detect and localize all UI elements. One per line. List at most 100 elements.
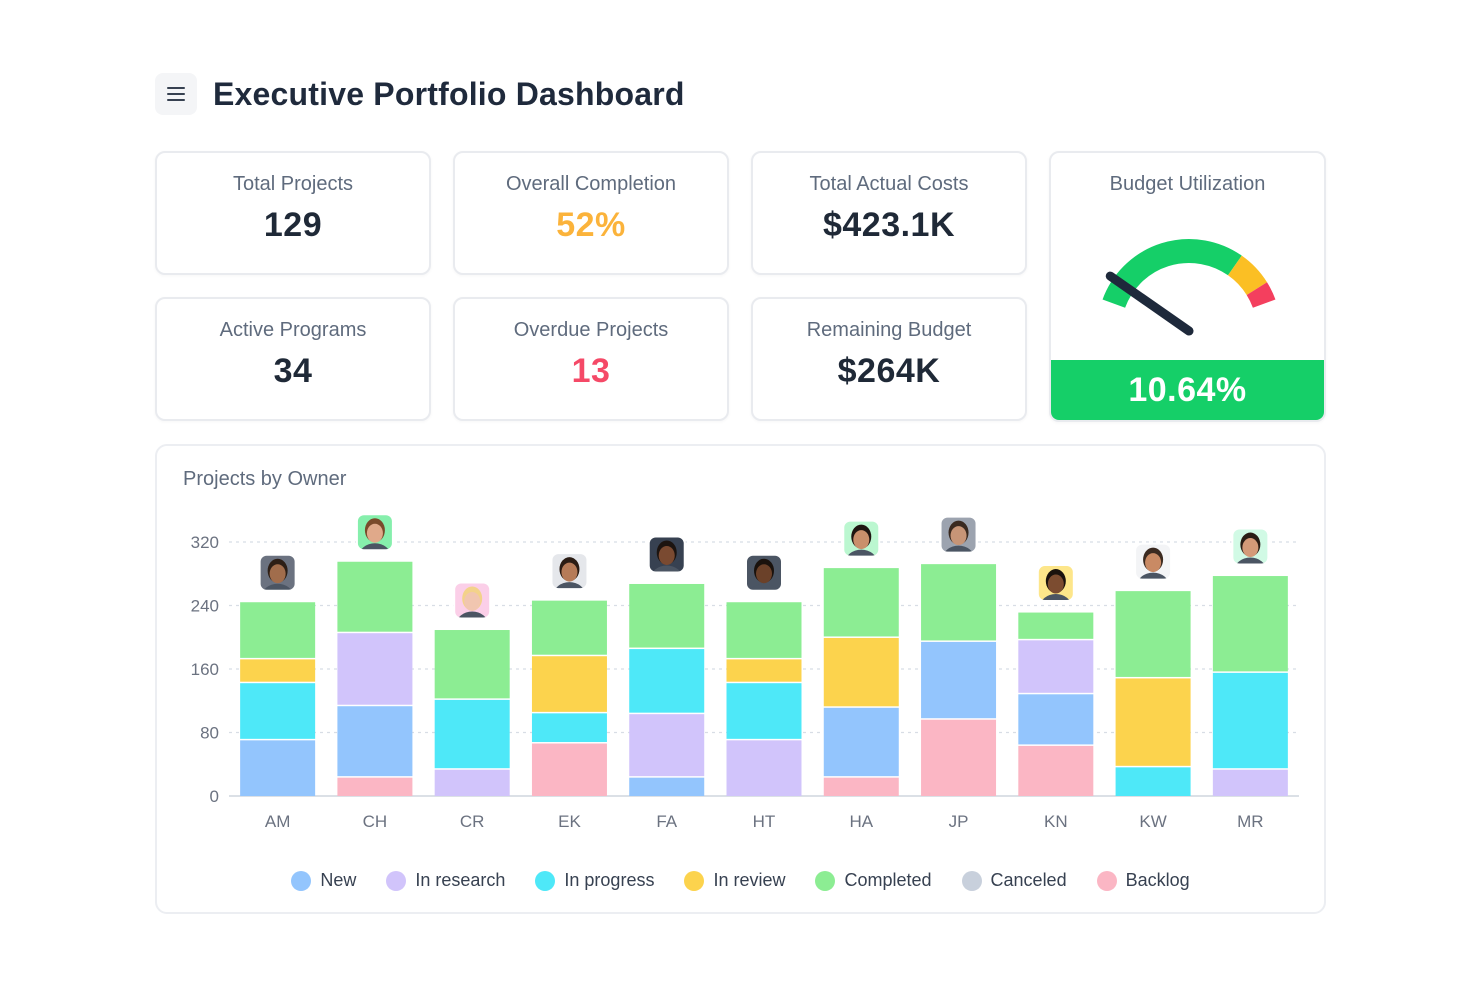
legend-label: Completed — [844, 870, 932, 890]
bar-segment[interactable] — [921, 564, 997, 641]
owner-avatar[interactable] — [939, 515, 978, 572]
kpi-label: Overdue Projects — [513, 319, 669, 341]
bar-segment[interactable] — [1212, 769, 1288, 796]
bar-segment[interactable] — [823, 637, 899, 707]
legend-item[interactable]: In review — [684, 870, 785, 891]
bar-segment[interactable] — [1018, 612, 1094, 639]
bar-segment[interactable] — [921, 641, 997, 719]
bar-segment[interactable] — [337, 777, 413, 796]
page-header: Executive Portfolio Dashboard — [155, 72, 685, 116]
kpi-total-projects[interactable]: Total Projects 129 — [155, 151, 431, 275]
bar-segment[interactable] — [240, 602, 316, 658]
x-tick-label: FA — [656, 812, 677, 831]
kpi-overdue-projects[interactable]: Overdue Projects 13 — [453, 297, 729, 421]
chart-legend: New In research In progress In review Comple… — [157, 870, 1324, 891]
budget-value: 10.64% — [1051, 360, 1324, 420]
owner-avatar[interactable] — [550, 552, 589, 608]
menu-button[interactable] — [155, 73, 197, 115]
owner-avatar[interactable] — [258, 553, 297, 610]
bar-segment[interactable] — [337, 633, 413, 705]
kpi-label: Overall Completion — [505, 173, 677, 195]
bar-segment[interactable] — [1018, 745, 1094, 796]
bar-segment[interactable] — [240, 740, 316, 796]
kpi-remaining-budget[interactable]: Remaining Budget $264K — [751, 297, 1027, 421]
y-tick-label: 320 — [191, 533, 219, 552]
bar-segment[interactable] — [531, 656, 607, 712]
owner-avatar[interactable] — [1036, 564, 1075, 620]
kpi-active-programs[interactable]: Active Programs 34 — [155, 297, 431, 421]
owner-avatar[interactable] — [745, 553, 783, 610]
owner-avatar[interactable] — [1231, 527, 1270, 584]
bar-segment[interactable] — [337, 706, 413, 777]
x-tick-label: HT — [753, 812, 776, 831]
gauge-arc-danger — [1246, 282, 1276, 309]
owner-avatar[interactable] — [647, 535, 686, 591]
bar-segment[interactable] — [726, 683, 802, 739]
budget-utilization-card[interactable]: Budget Utilization 10.64% — [1049, 151, 1326, 422]
legend-swatch — [291, 870, 312, 891]
page-title: Executive Portfolio Dashboard — [213, 75, 685, 112]
bar-segment[interactable] — [531, 743, 607, 796]
owner-avatar[interactable] — [453, 581, 492, 638]
owner-avatar[interactable] — [1134, 542, 1173, 599]
bar-segment[interactable] — [1115, 767, 1191, 796]
y-tick-label: 80 — [200, 724, 219, 743]
bar-segment[interactable] — [921, 719, 997, 796]
legend-item[interactable]: In research — [386, 870, 505, 891]
bar-segment[interactable] — [823, 707, 899, 777]
legend-item[interactable]: Completed — [815, 870, 932, 891]
bar-segment[interactable] — [1018, 694, 1094, 745]
legend-swatch — [386, 870, 407, 891]
bar-segment[interactable] — [531, 713, 607, 743]
bar-segment[interactable] — [337, 561, 413, 632]
bar-segment[interactable] — [823, 568, 899, 637]
bar-segment[interactable] — [1212, 672, 1288, 769]
legend-swatch — [684, 870, 705, 891]
bar-segment[interactable] — [1115, 591, 1191, 677]
legend-label: Canceled — [990, 870, 1067, 890]
bar-segment[interactable] — [629, 649, 705, 713]
bar-segment[interactable] — [531, 600, 607, 655]
bar-segment[interactable] — [434, 769, 510, 796]
kpi-total-actual-costs[interactable]: Total Actual Costs $423.1K — [751, 151, 1027, 275]
kpi-value: 52% — [556, 206, 626, 244]
bar-segment[interactable] — [434, 630, 510, 699]
bar-segment[interactable] — [1212, 576, 1288, 672]
bar-segment[interactable] — [629, 777, 705, 796]
bar-segment[interactable] — [726, 740, 802, 796]
owner-avatar[interactable] — [842, 519, 881, 576]
bar-segment[interactable] — [1018, 640, 1094, 693]
bar-segment[interactable] — [726, 602, 802, 658]
y-tick-label: 240 — [191, 597, 219, 616]
x-tick-label: HA — [849, 812, 873, 831]
kpi-value: 13 — [571, 352, 611, 390]
kpi-overall-completion[interactable]: Overall Completion 52% — [453, 151, 729, 275]
legend-item[interactable]: In progress — [535, 870, 654, 891]
legend-item[interactable]: New — [291, 870, 356, 891]
kpi-value: 34 — [273, 352, 313, 390]
kpi-label: Active Programs — [219, 319, 367, 341]
kpi-label: Total Projects — [232, 173, 354, 195]
x-tick-label: CR — [460, 812, 485, 831]
stacked-bar-chart: 0 80 160 240 320 AM CH CR EK FA HT HA JP KN KW MR — [191, 513, 1299, 831]
legend-label: In research — [415, 870, 506, 890]
legend-item[interactable]: Canceled — [961, 870, 1067, 891]
bar-segment[interactable] — [1115, 678, 1191, 766]
owner-avatar[interactable] — [355, 513, 394, 569]
bar-segment[interactable] — [726, 659, 802, 682]
kpi-label: Remaining Budget — [806, 319, 972, 341]
y-tick-label: 160 — [191, 660, 219, 679]
bar-segment[interactable] — [240, 659, 316, 682]
bar-segment[interactable] — [240, 683, 316, 739]
bar-segment[interactable] — [823, 777, 899, 796]
legend-label: In review — [713, 870, 786, 890]
legend-swatch — [1096, 870, 1117, 891]
legend-item[interactable]: Backlog — [1096, 870, 1190, 891]
bar-segment[interactable] — [629, 714, 705, 777]
x-tick-label: KN — [1044, 812, 1068, 831]
chart-title: Projects by Owner — [183, 468, 347, 490]
budget-gauge — [1102, 239, 1276, 336]
bar-segment[interactable] — [434, 699, 510, 769]
gauge-arc-warning — [1227, 255, 1268, 296]
bar-segment[interactable] — [629, 583, 705, 648]
